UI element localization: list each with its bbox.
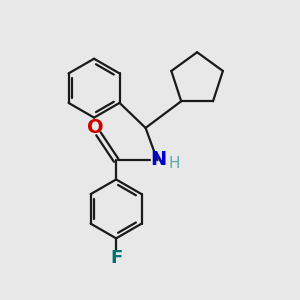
Text: F: F [110, 249, 122, 267]
Text: O: O [87, 118, 103, 137]
Text: H: H [169, 156, 180, 171]
Text: N: N [150, 150, 166, 169]
